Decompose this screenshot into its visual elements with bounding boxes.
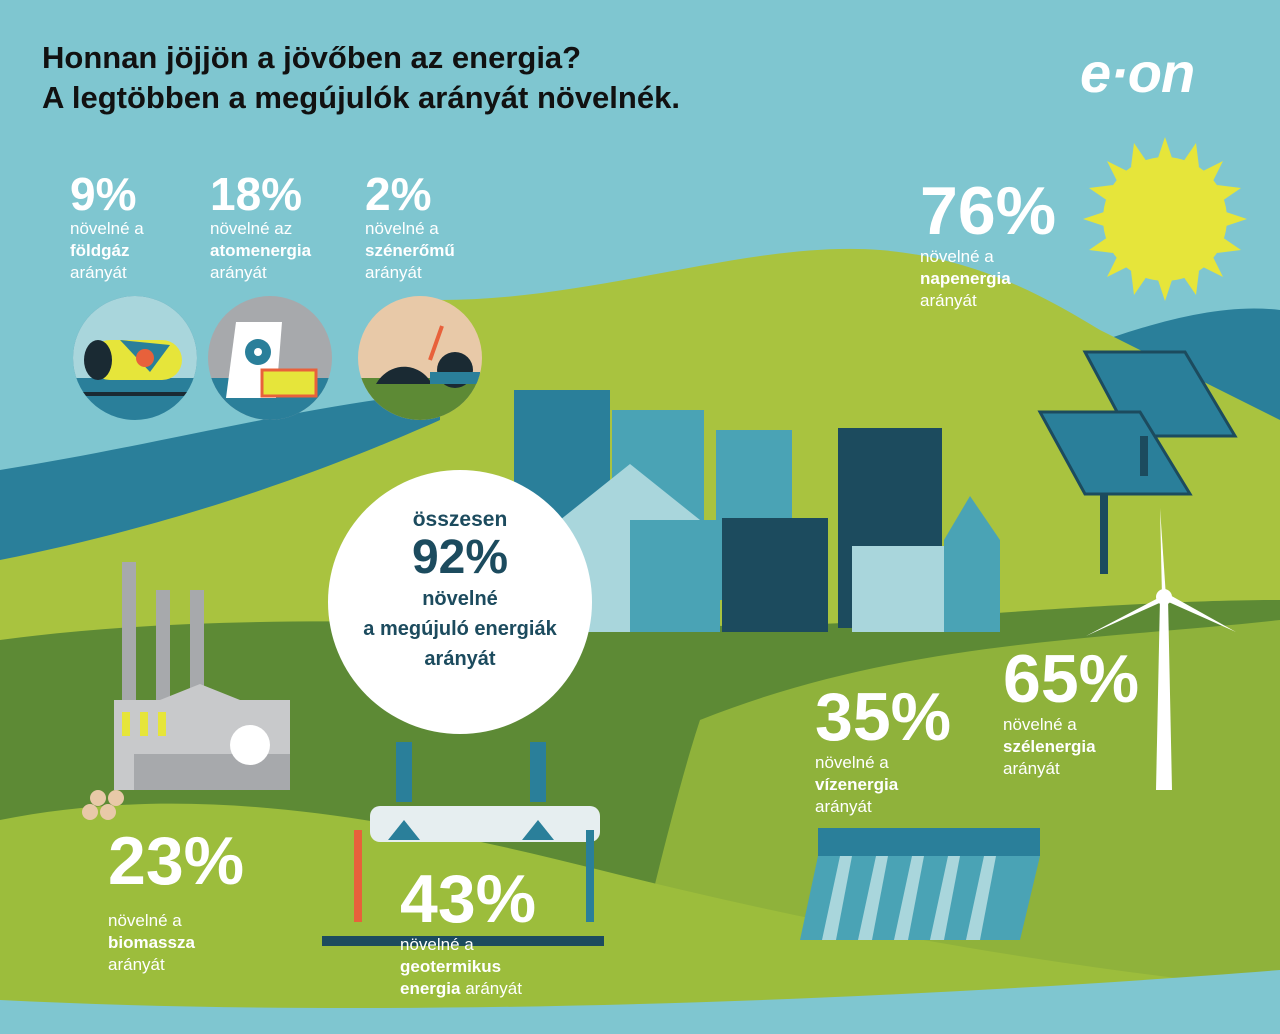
center-value: 92% [411, 531, 509, 584]
stat-value: 35% [815, 679, 952, 755]
stat-biomassza: 23% növelné a biomassza arányát [108, 826, 244, 976]
stat-line3: energia arányát [400, 978, 536, 1000]
stat-line1: növelné a [108, 911, 182, 930]
hydro-dam-icon [800, 828, 1040, 940]
center-line2: növelné [422, 588, 498, 610]
stat-line1: növelné a [400, 935, 474, 954]
stat-line3: arányát [210, 263, 267, 282]
stat-label: szénerőmű [365, 241, 455, 260]
stat-line3-normal: arányát [465, 979, 522, 998]
stat-value: 65% [1003, 641, 1140, 717]
stat-label: vízenergia [815, 775, 899, 794]
stat-line1: növelné a [365, 219, 439, 238]
sun-icon [1083, 137, 1247, 301]
wind-turbine-icon [1086, 508, 1236, 790]
gas-tank-icon [73, 296, 197, 420]
page-title: Honnan jöjjön a jövőben az energia? A le… [42, 38, 680, 118]
stat-value: 76% [920, 173, 1057, 249]
stat-label: szélenergia [1003, 737, 1096, 756]
lower-left-hill [0, 803, 1280, 1034]
geothermal-plant-icon [322, 742, 604, 946]
stat-label: földgáz [70, 241, 130, 260]
stat-szen: 2% növelné a szénerőmű arányát [365, 170, 455, 284]
stat-foldgaz: 9% növelné a földgáz arányát [70, 170, 144, 284]
stat-line3: arányát [108, 955, 165, 974]
stat-value: 2% [365, 168, 432, 220]
stat-geotermikus: 43% növelné a geotermikus energia arányá… [400, 864, 536, 1000]
stat-value: 43% [400, 861, 537, 937]
stat-line1: növelné a [1003, 715, 1077, 734]
stat-label: biomassza [108, 933, 195, 952]
stat-value: 9% [70, 168, 137, 220]
city-icon [514, 390, 1000, 632]
stat-szel: 65% növelné a szélenergia arányát [1003, 644, 1139, 780]
stat-value: 23% [108, 823, 245, 899]
stat-line3: arányát [920, 291, 977, 310]
stat-atom: 18% növelné az atomenergia arányát [210, 170, 311, 284]
eon-logo: e·on [1080, 41, 1195, 104]
biomass-factory-icon [82, 562, 290, 820]
solar-panel-icon [1037, 350, 1238, 574]
title-line-2: A legtöbben a megújulók arányát növelnék… [42, 80, 680, 115]
stat-line3-bold: energia [400, 979, 461, 998]
stat-line3: arányát [365, 263, 422, 282]
stat-line1: növelné az [210, 219, 293, 238]
title-line-1: Honnan jöjjön a jövőben az energia? [42, 40, 582, 75]
stat-line1: növelné a [70, 219, 144, 238]
stat-nap: 76% növelné a napenergia arányát [920, 176, 1056, 312]
bottom-sky-curve [0, 970, 1280, 1034]
stat-label: geotermikus [400, 957, 502, 976]
stat-label: atomenergia [210, 241, 312, 260]
stat-label: napenergia [920, 269, 1011, 288]
stat-line3: arányát [815, 797, 872, 816]
stat-line1: növelné a [815, 753, 889, 772]
total-renewables-circle: összesen 92% növelné a megújuló energiák… [328, 470, 592, 734]
stat-line1: növelné a [920, 247, 994, 266]
center-line3: a megújuló energiák [363, 618, 557, 640]
stat-viz: 35% növelné a vízenergia arányát [815, 682, 951, 818]
stat-line3: arányát [70, 263, 127, 282]
stat-line3: arányát [1003, 759, 1060, 778]
nuclear-plant-icon [208, 296, 332, 420]
center-line1: összesen [412, 508, 508, 531]
stat-value: 18% [210, 168, 303, 220]
center-line4: arányát [424, 648, 496, 670]
